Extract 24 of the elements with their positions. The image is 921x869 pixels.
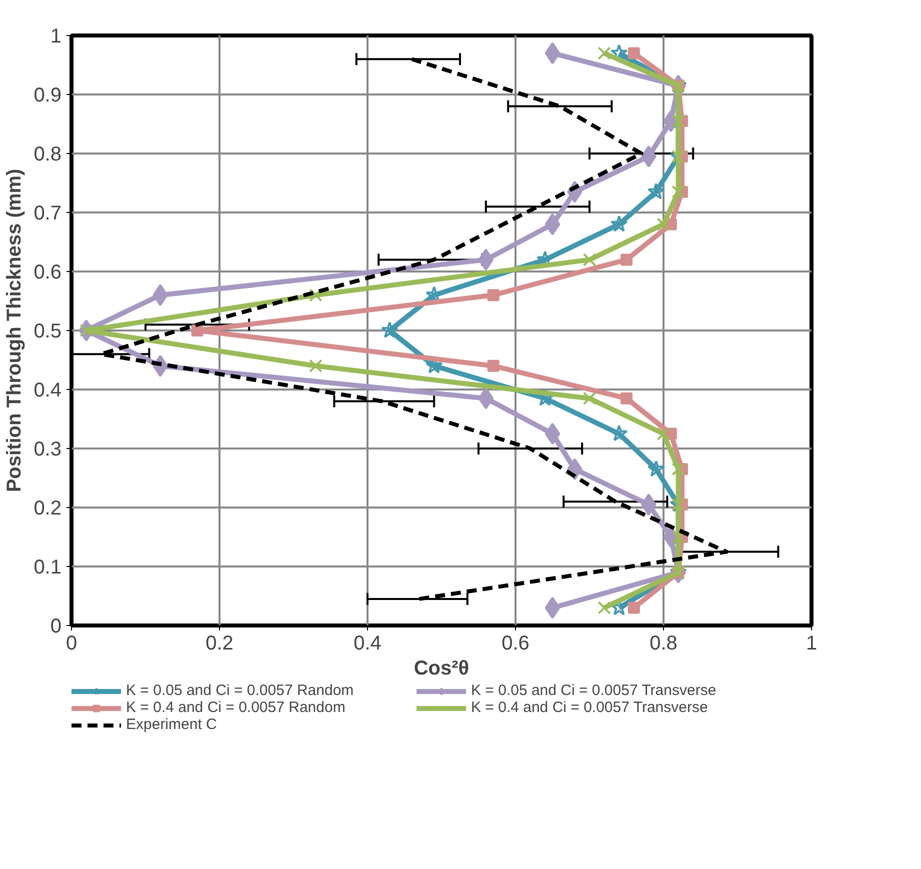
y-tick-label: 0.1: [34, 556, 62, 578]
legend-label: K = 0.05 and Ci = 0.0057 Transverse: [471, 682, 718, 699]
y-tick-label: 0.6: [34, 262, 62, 284]
y-tick-label: 0.3: [34, 438, 62, 460]
x-axis-title: Cos²θ: [414, 658, 470, 680]
y-tick-label: 0.7: [34, 202, 62, 224]
legend-label: K = 0.05 and Ci = 0.0057 Random: [126, 682, 355, 699]
x-tick-label: 0.2: [206, 632, 234, 654]
legend-label: K = 0.4 and Ci = 0.0057 Transverse: [471, 699, 709, 716]
x-tick-label: 0: [66, 632, 78, 654]
y-tick-label: 0.8: [34, 144, 62, 166]
y-tick-label: 1: [50, 26, 62, 48]
x-tick-label: 0.4: [354, 632, 382, 654]
legend-label: K = 0.4 and Ci = 0.0057 Random: [126, 699, 346, 716]
x-tick-label: 1: [806, 632, 818, 654]
y-axis-title: Position Through Thickness (mm): [4, 168, 26, 492]
y-tick-label: 0.5: [34, 320, 62, 342]
x-tick-label: 0.6: [502, 632, 530, 654]
y-tick-label: 0.4: [34, 380, 62, 402]
y-tick-label: 0: [50, 616, 62, 638]
y-tick-label: 0.9: [34, 84, 62, 106]
y-tick-label: 0.2: [34, 498, 62, 520]
x-tick-label: 0.8: [650, 632, 678, 654]
legend-label: Experiment C: [126, 716, 218, 733]
